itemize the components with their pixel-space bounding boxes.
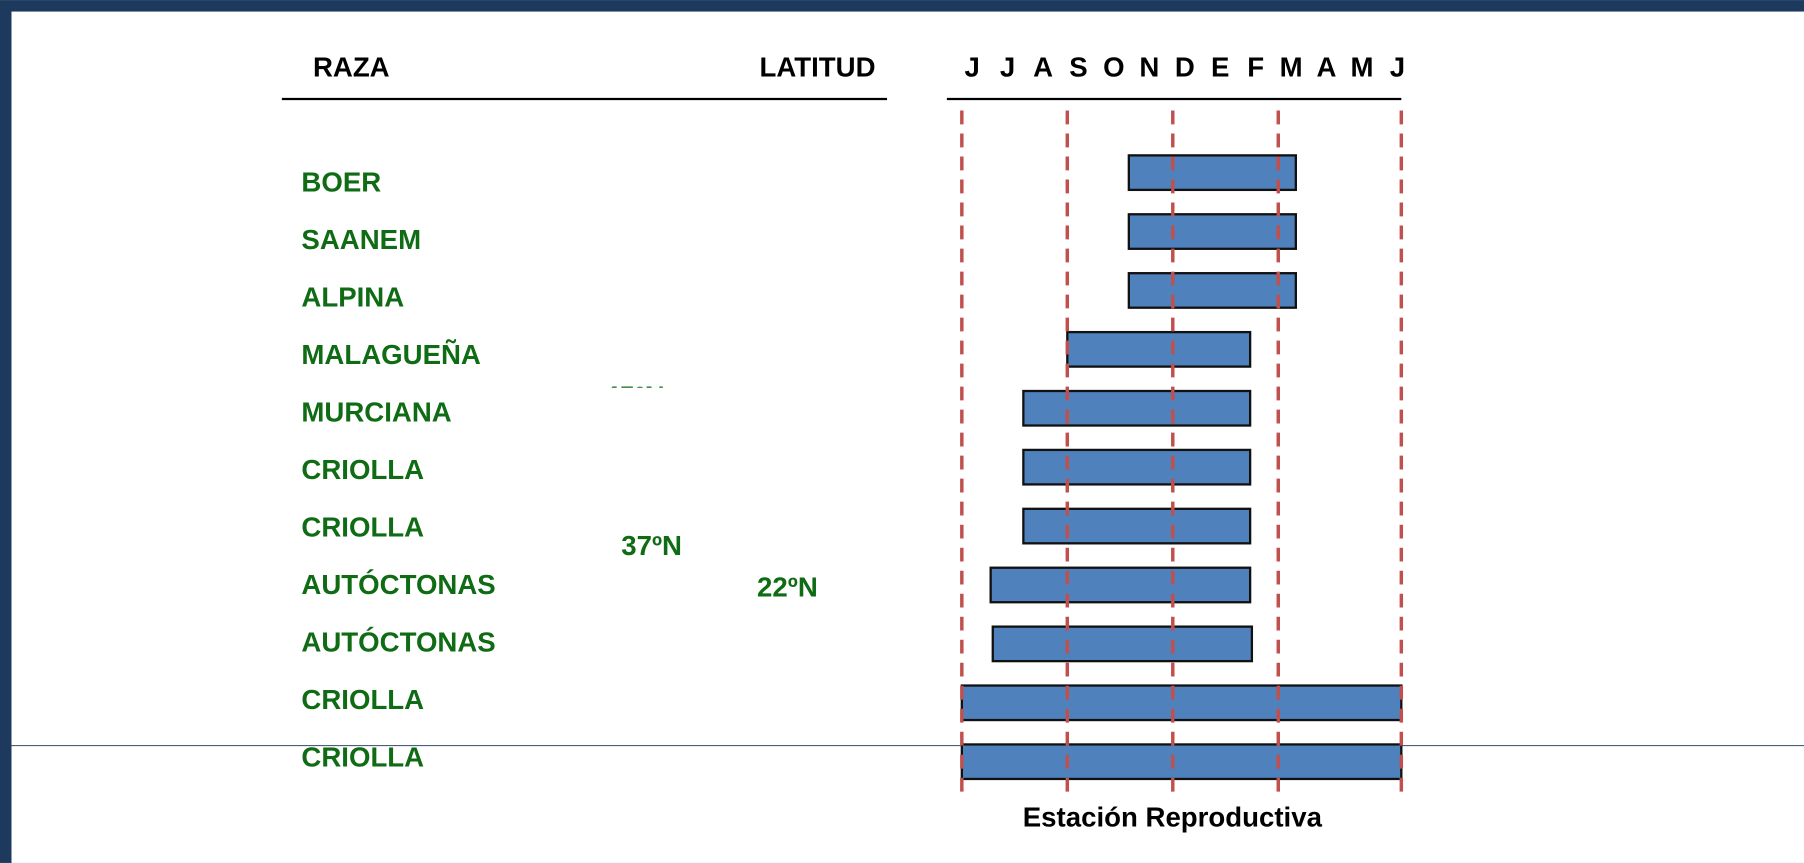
breed-label: ALPINA xyxy=(301,281,404,312)
latitude-label: 22ºN xyxy=(757,571,818,602)
latitude-header: LATITUD xyxy=(759,51,875,82)
latitude-label: 45ºN xyxy=(604,380,665,411)
month-label: J xyxy=(965,51,980,82)
month-label: O xyxy=(1103,51,1124,82)
season-bar xyxy=(991,625,1254,663)
breed-label: CRIOLLA xyxy=(301,454,424,485)
season-bar xyxy=(960,684,1403,722)
breed-header: RAZA xyxy=(313,51,390,82)
axis-title: Estación Reproductiva xyxy=(1023,802,1323,833)
breed-label: CRIOLLA xyxy=(301,684,424,715)
month-label: A xyxy=(1033,51,1053,82)
breed-label: MALAGUEÑA xyxy=(301,339,481,370)
season-bar xyxy=(1066,330,1252,368)
month-label: N xyxy=(1139,51,1159,82)
season-bar xyxy=(1127,213,1297,250)
breed-label: SAANEM xyxy=(301,224,421,255)
month-label: E xyxy=(1211,51,1229,82)
season-bar xyxy=(1127,272,1297,309)
month-label: F xyxy=(1247,51,1264,82)
breed-label: CRIOLLA xyxy=(301,512,424,543)
season-bar xyxy=(989,566,1252,604)
month-label: J xyxy=(1000,51,1015,82)
month-label: A xyxy=(1317,51,1337,82)
latitude-label: 37ºN xyxy=(621,530,682,561)
season-bar xyxy=(1022,507,1252,545)
breed-label: AUTÓCTONAS xyxy=(301,627,495,658)
season-bar xyxy=(1022,389,1252,427)
breed-label: CRIOLLA xyxy=(301,742,424,773)
season-bar xyxy=(960,743,1403,781)
month-label: S xyxy=(1069,51,1087,82)
breed-label: BOER xyxy=(301,166,381,197)
season-bar xyxy=(1127,154,1297,192)
month-label: M xyxy=(1280,51,1303,82)
breed-label: MURCIANA xyxy=(301,397,451,428)
month-label: D xyxy=(1175,51,1195,82)
slide-background xyxy=(11,11,1804,863)
month-label: M xyxy=(1350,51,1373,82)
breed-label: AUTÓCTONAS xyxy=(301,569,495,600)
month-label: J xyxy=(1390,51,1405,82)
season-bar xyxy=(1022,448,1252,486)
